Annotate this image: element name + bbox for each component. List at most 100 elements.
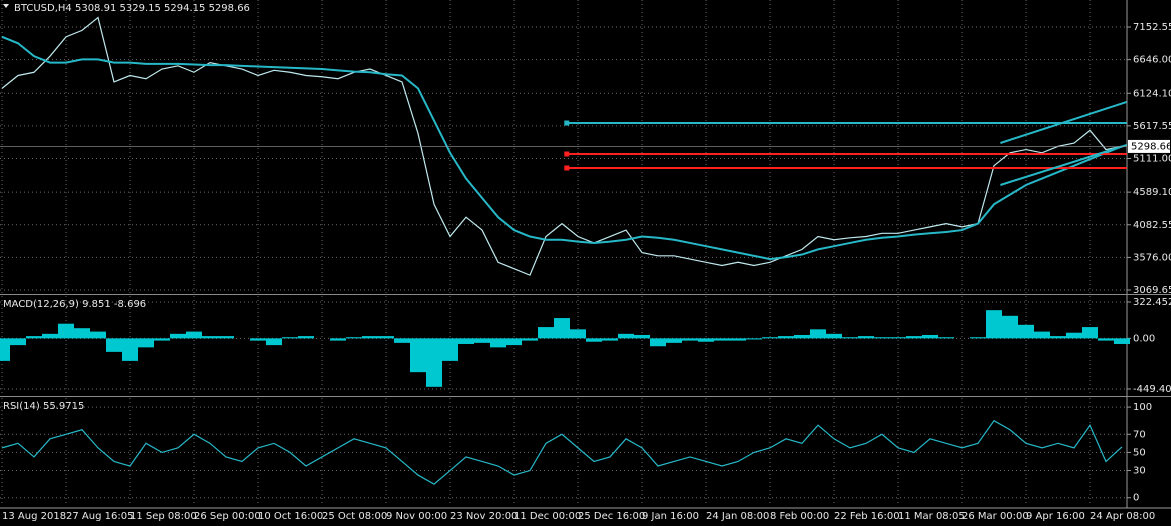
histogram-bar xyxy=(74,328,90,339)
histogram-bar xyxy=(138,338,154,348)
x-tick-label: 9 Nov 00:00 xyxy=(386,511,447,522)
histogram-bar xyxy=(602,338,618,341)
line-anchor xyxy=(564,120,570,126)
y-tick-label: 30 xyxy=(1133,466,1146,477)
histogram-bar xyxy=(1082,327,1098,339)
histogram-bar xyxy=(394,338,410,343)
y-tick-label: 5111.00 xyxy=(1133,154,1171,165)
histogram-bar xyxy=(730,338,746,341)
histogram-bar xyxy=(826,333,842,339)
histogram-bar xyxy=(842,337,858,339)
histogram-bar xyxy=(762,337,778,339)
y-tick-label: 4589.10 xyxy=(1133,187,1171,198)
histogram-bar xyxy=(970,337,986,339)
x-tick-label: 22 Feb 16:00 xyxy=(834,511,900,522)
histogram-bar xyxy=(874,337,890,339)
histogram-bar xyxy=(522,338,538,341)
x-tick-label: 8 Feb 00:00 xyxy=(770,511,829,522)
y-tick-label: 4082.55 xyxy=(1133,220,1171,231)
histogram-bar xyxy=(746,338,762,340)
histogram-bar xyxy=(1050,336,1066,339)
x-tick-label: 25 Dec 16:00 xyxy=(578,511,645,522)
y-tick-label: 0.00 xyxy=(1133,333,1155,344)
histogram-bar xyxy=(202,336,218,339)
histogram-bar xyxy=(378,336,394,339)
histogram-bar xyxy=(426,338,442,387)
y-tick-label: 7152.55 xyxy=(1133,22,1171,33)
line-anchor xyxy=(564,151,570,157)
series-line xyxy=(1,35,1123,261)
trend-line xyxy=(1000,144,1128,186)
histogram-bar xyxy=(1002,315,1018,339)
histogram-bar xyxy=(682,338,698,341)
histogram-bar xyxy=(0,338,10,361)
histogram-bar xyxy=(458,338,474,344)
histogram-bar xyxy=(586,338,602,342)
x-tick-label: 9 Apr 16:00 xyxy=(1026,511,1085,522)
y-tick-label: 6124.10 xyxy=(1133,88,1171,99)
histogram-bar xyxy=(714,338,730,341)
histogram-bar xyxy=(170,333,186,339)
last-price-box xyxy=(1128,139,1170,153)
x-tick-label: 13 Aug 2018 xyxy=(2,511,66,522)
histogram-bar xyxy=(362,336,378,339)
histogram-bar xyxy=(490,338,506,348)
histogram-bar xyxy=(858,336,874,339)
y-tick-label: 0 xyxy=(1133,493,1139,504)
y-tick-label: 5617.55 xyxy=(1133,121,1171,132)
x-tick-label: 11 Mar 08:05 xyxy=(898,511,965,522)
histogram-bar xyxy=(218,336,234,339)
histogram-bar xyxy=(1066,332,1082,339)
histogram-bar xyxy=(442,338,458,361)
dropdown-icon xyxy=(3,4,9,8)
x-tick-label: 27 Aug 16:05 xyxy=(66,511,133,522)
histogram-bar xyxy=(666,338,682,343)
histogram-bar xyxy=(986,310,1002,339)
pane-title: MACD(12,26,9) 9.851 -8.696 xyxy=(3,299,146,310)
histogram-bar xyxy=(506,338,522,346)
histogram-bar xyxy=(58,323,74,339)
x-tick-label: 10 Oct 16:00 xyxy=(258,511,323,522)
histogram-bar xyxy=(538,327,554,339)
histogram-bar xyxy=(282,337,298,339)
x-tick-label: 9 Jan 16:00 xyxy=(642,511,699,522)
x-tick-label: 26 Sep 00:00 xyxy=(194,511,261,522)
histogram-bar xyxy=(778,336,794,339)
histogram-bar xyxy=(1018,324,1034,339)
y-tick-label: 322.452 xyxy=(1133,297,1171,308)
x-tick-label: 26 Mar 00:00 xyxy=(962,511,1029,522)
y-tick-label: 70 xyxy=(1133,429,1146,440)
line-anchor xyxy=(564,165,570,171)
histogram-bar xyxy=(410,338,426,373)
histogram-bar xyxy=(42,333,58,339)
x-tick-label: 11 Sep 08:00 xyxy=(130,511,197,522)
histogram-bar xyxy=(154,338,170,341)
histogram-bar xyxy=(1098,338,1114,341)
histogram-bar xyxy=(938,337,954,339)
histogram-bar xyxy=(186,331,202,339)
x-tick-label: 25 Oct 08:00 xyxy=(322,511,387,522)
histogram-bar xyxy=(330,338,346,341)
x-tick-label: 11 Dec 00:00 xyxy=(514,511,581,522)
histogram-bar xyxy=(250,338,266,341)
histogram-bar xyxy=(474,338,490,343)
y-tick-label: 6646.00 xyxy=(1133,55,1171,66)
y-tick-label: 100 xyxy=(1133,402,1152,413)
y-tick-label: 50 xyxy=(1133,447,1146,458)
histogram-bar xyxy=(1114,338,1130,344)
histogram-bar xyxy=(810,329,826,339)
histogram-bar xyxy=(650,338,666,347)
last-price-label: 5298.66 xyxy=(1131,141,1171,152)
pane-title: BTCUSD,H4 5308.91 5329.15 5294.15 5298.6… xyxy=(14,3,250,14)
histogram-bar xyxy=(1034,331,1050,339)
histogram-bar xyxy=(794,334,810,339)
histogram-bar xyxy=(634,334,650,339)
pane-title: RSI(14) 55.9715 xyxy=(3,401,84,412)
y-tick-label: -449.403 xyxy=(1133,384,1171,395)
histogram-bar xyxy=(90,331,106,339)
x-tick-label: 24 Apr 08:00 xyxy=(1090,511,1155,522)
series-line xyxy=(1,419,1123,485)
histogram-bar xyxy=(122,338,138,361)
series-line xyxy=(1,16,1123,276)
